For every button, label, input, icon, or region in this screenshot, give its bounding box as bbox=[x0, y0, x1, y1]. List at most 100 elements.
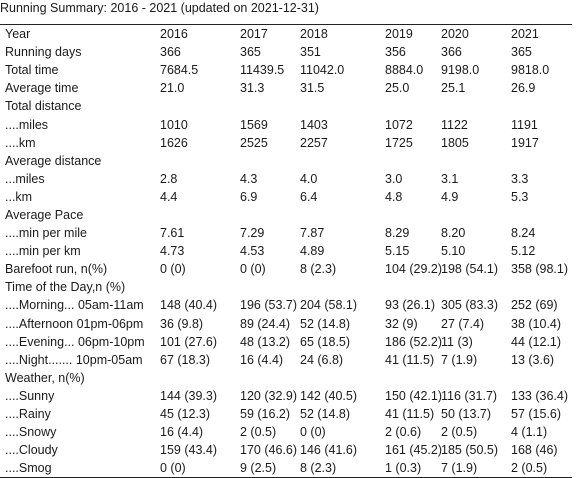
header-cell-2018: 2018 bbox=[300, 27, 328, 42]
value-cell: 4 (1.1) bbox=[511, 425, 548, 440]
value-cell bbox=[160, 152, 240, 170]
row-label: ...miles bbox=[5, 171, 45, 186]
value-cell: 159 (43.4) bbox=[160, 443, 217, 458]
value-cell: 45 (12.3) bbox=[160, 407, 211, 422]
value-cell: 4.73 bbox=[160, 244, 185, 259]
value-cell: 32 (9) bbox=[385, 316, 418, 331]
value-cell: 7.61 bbox=[160, 226, 185, 241]
value-cell: 3.0 bbox=[385, 171, 403, 186]
table-row: ....Cloudy 159 (43.4) 170 (46.6) 146 (41.6)… bbox=[0, 441, 572, 459]
value-cell: 204 (58.1) bbox=[300, 298, 357, 313]
value-cell: 50 (13.7) bbox=[441, 407, 492, 422]
value-cell: 4.8 bbox=[385, 189, 403, 204]
value-cell: 0 (0) bbox=[300, 425, 326, 440]
row-label: ....miles bbox=[5, 117, 49, 132]
value-cell: 2.8 bbox=[160, 171, 178, 186]
row-label: Average distance bbox=[5, 153, 102, 168]
value-cell: 11439.5 bbox=[240, 63, 285, 78]
value-cell: 104 (29.2) bbox=[385, 262, 442, 277]
value-cell: 1569 bbox=[240, 117, 268, 132]
value-cell: 11042.0 bbox=[300, 63, 345, 78]
value-cell: 31.5 bbox=[300, 81, 325, 96]
value-cell: 59 (16.2) bbox=[240, 407, 291, 422]
value-cell bbox=[511, 97, 572, 115]
value-cell: 252 (69) bbox=[511, 298, 558, 313]
table-row: ....Afternoon 01pm-06pm 36 (9.8) 89 (24.4)… bbox=[0, 315, 572, 333]
value-cell: 7684.5 bbox=[160, 63, 199, 78]
value-cell: 7 (1.9) bbox=[441, 461, 478, 476]
table-row: Average Pace bbox=[0, 206, 572, 224]
value-cell: 5.10 bbox=[441, 244, 466, 259]
row-label: ....Cloudy bbox=[5, 443, 58, 458]
table-row: ....Morning... 05am-11am 148 (40.4) 196 (5… bbox=[0, 296, 572, 314]
value-cell: 4.9 bbox=[441, 189, 459, 204]
row-label: Average Pace bbox=[5, 207, 84, 222]
value-cell: 8 (2.3) bbox=[300, 461, 337, 476]
value-cell: 41 (11.5) bbox=[385, 407, 435, 422]
table-row: Barefoot run, n(%) 0 (0) 0 (0) 8 (2.3) 104 (… bbox=[0, 260, 572, 278]
value-cell: 2 (0.5) bbox=[441, 425, 478, 440]
value-cell bbox=[300, 97, 385, 115]
value-cell bbox=[385, 152, 441, 170]
value-cell: 185 (50.5) bbox=[441, 443, 498, 458]
value-cell: 7.29 bbox=[240, 226, 265, 241]
value-cell: 2257 bbox=[300, 135, 328, 150]
value-cell: 7 (1.9) bbox=[441, 352, 478, 367]
value-cell: 48 (13.2) bbox=[240, 334, 291, 349]
value-cell: 27 (7.4) bbox=[441, 316, 485, 331]
value-cell: 11 (3) bbox=[441, 334, 473, 349]
value-cell: 2 (0.5) bbox=[511, 461, 548, 476]
value-cell: 186 (52.2) bbox=[385, 334, 442, 349]
value-cell bbox=[240, 97, 300, 115]
value-cell: 52 (14.8) bbox=[300, 316, 351, 331]
value-cell: 65 (18.5) bbox=[300, 334, 351, 349]
value-cell: 1805 bbox=[441, 135, 469, 150]
value-cell: 2 (0.5) bbox=[240, 425, 277, 440]
header-cell-2017: 2017 bbox=[240, 27, 268, 42]
value-cell bbox=[300, 152, 385, 170]
table-row: Total distance bbox=[0, 97, 572, 115]
value-cell: 0 (0) bbox=[160, 262, 186, 277]
row-label: ....Rainy bbox=[5, 407, 51, 422]
value-cell: 3.1 bbox=[441, 171, 459, 186]
table-row: ....km 1626 2525 2257 1725 1805 1917 bbox=[0, 134, 572, 152]
value-cell bbox=[300, 369, 385, 387]
row-label: Running days bbox=[5, 45, 82, 60]
row-label: ....km bbox=[5, 135, 36, 150]
table-row: Weather, n(%) bbox=[0, 369, 572, 387]
table-body: Running days 366 365 351 356 366 365 Total time… bbox=[0, 43, 572, 477]
value-cell: 356 bbox=[385, 45, 406, 60]
value-cell: 1072 bbox=[385, 117, 413, 132]
table-row: ....min per km 4.73 4.53 4.89 5.15 5.10 5.12 bbox=[0, 242, 572, 260]
value-cell bbox=[511, 152, 572, 170]
value-cell bbox=[441, 369, 511, 387]
value-cell: 365 bbox=[511, 45, 532, 60]
table-row: ....Smog 0 (0) 9 (2.5) 8 (2.3) 1 (0.3) 7 (1.9… bbox=[0, 459, 572, 477]
table-row: ....miles 1010 1569 1403 1072 1122 1191 bbox=[0, 115, 572, 133]
header-cell-2020: 2020 bbox=[441, 27, 469, 42]
value-cell: 1191 bbox=[511, 117, 538, 132]
value-cell: 31.3 bbox=[240, 81, 265, 96]
value-cell: 4.4 bbox=[160, 189, 178, 204]
table-row: ....Snowy 16 (4.4) 2 (0.5) 0 (0) 2 (0.6) 2 (0… bbox=[0, 423, 572, 441]
table-row: ....Sunny 144 (39.3) 120 (32.9) 142 (40.5) 1… bbox=[0, 387, 572, 405]
value-cell: 1010 bbox=[160, 117, 188, 132]
value-cell: 7.87 bbox=[300, 226, 325, 241]
value-cell: 144 (39.3) bbox=[160, 388, 217, 403]
value-cell: 1626 bbox=[160, 135, 188, 150]
summary-table-container: Year 2016 2017 2018 2019 2020 2021 Runni… bbox=[0, 24, 572, 478]
value-cell: 133 (36.4) bbox=[511, 388, 568, 403]
value-cell bbox=[240, 278, 300, 296]
value-cell: 6.9 bbox=[240, 189, 258, 204]
row-label: ...km bbox=[5, 189, 33, 204]
value-cell: 8884.0 bbox=[385, 63, 424, 78]
row-label: Barefoot run, n(%) bbox=[5, 262, 108, 277]
value-cell: 93 (26.1) bbox=[385, 298, 436, 313]
value-cell: 4.3 bbox=[240, 171, 258, 186]
value-cell: 142 (40.5) bbox=[300, 388, 357, 403]
row-label: Weather, n(%) bbox=[5, 370, 85, 385]
value-cell: 366 bbox=[160, 45, 181, 60]
row-label: ....Smog bbox=[5, 461, 52, 476]
value-cell: 26.9 bbox=[511, 81, 536, 96]
summary-title: Running Summary: 2016 - 2021 (updated on… bbox=[0, 1, 319, 15]
